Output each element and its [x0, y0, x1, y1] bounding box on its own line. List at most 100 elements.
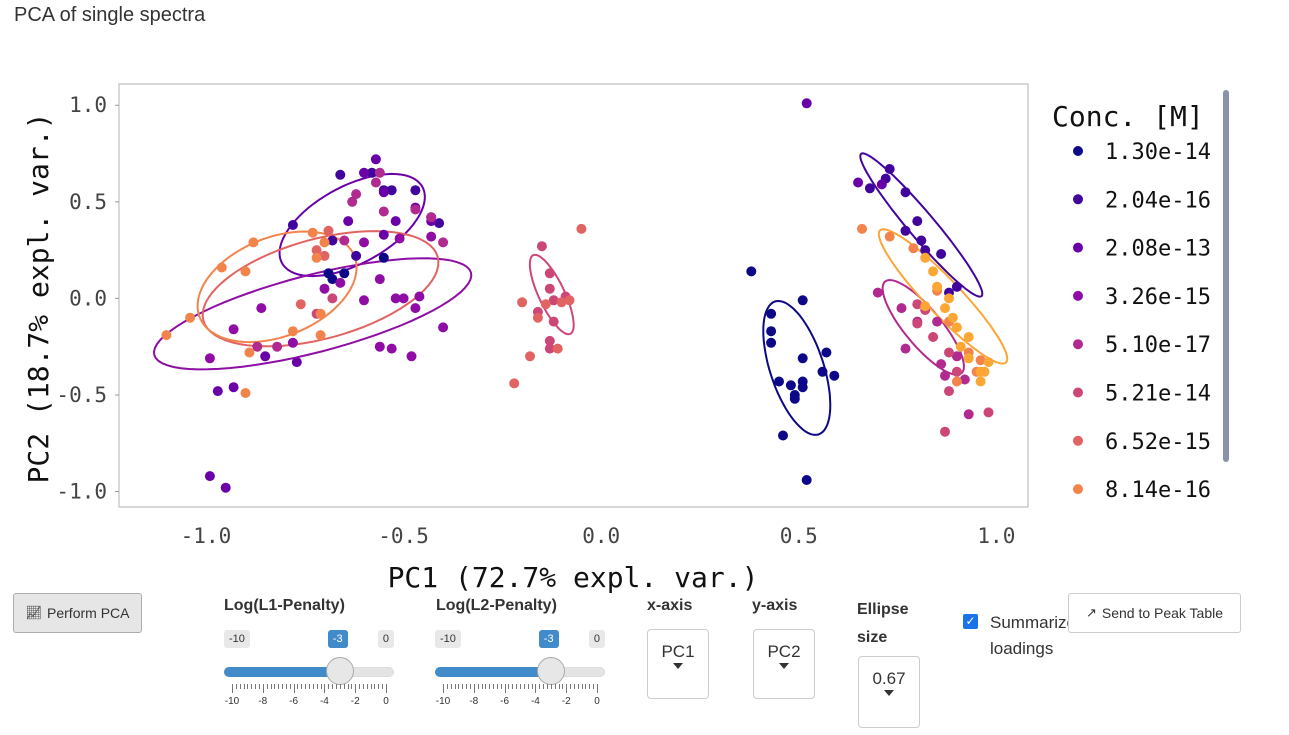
data-point[interactable]: [774, 376, 784, 387]
data-point[interactable]: [212, 386, 223, 397]
data-point[interactable]: [951, 322, 962, 333]
data-point[interactable]: [544, 283, 555, 294]
data-point[interactable]: [291, 357, 302, 368]
data-point[interactable]: [864, 183, 875, 194]
data-point[interactable]: [426, 212, 437, 223]
data-point[interactable]: [785, 380, 796, 391]
data-point[interactable]: [940, 370, 950, 381]
data-point[interactable]: [797, 295, 808, 306]
data-point[interactable]: [378, 206, 389, 217]
data-point[interactable]: [319, 237, 330, 248]
data-point[interactable]: [359, 167, 369, 178]
legend-entry[interactable]: 6.52e-15: [1105, 430, 1211, 455]
data-point[interactable]: [434, 218, 445, 229]
data-point[interactable]: [821, 347, 832, 358]
data-point[interactable]: [378, 252, 389, 263]
data-point[interactable]: [829, 370, 840, 381]
data-point[interactable]: [932, 316, 943, 327]
data-point[interactable]: [351, 250, 362, 261]
data-point[interactable]: [378, 187, 389, 198]
data-point[interactable]: [900, 187, 911, 198]
data-point[interactable]: [564, 295, 575, 306]
data-point[interactable]: [287, 220, 298, 230]
data-point[interactable]: [438, 322, 449, 333]
legend-swatch[interactable]: [1073, 435, 1083, 446]
data-point[interactable]: [414, 291, 425, 302]
data-point[interactable]: [959, 374, 970, 385]
data-point[interactable]: [951, 366, 962, 377]
data-point[interactable]: [319, 283, 330, 294]
data-point[interactable]: [220, 482, 231, 493]
data-point[interactable]: [900, 225, 911, 236]
data-point[interactable]: [979, 366, 990, 377]
legend-swatch[interactable]: [1073, 242, 1083, 253]
data-point[interactable]: [928, 266, 939, 277]
data-point[interactable]: [801, 475, 812, 485]
data-point[interactable]: [378, 229, 389, 240]
data-point[interactable]: [884, 164, 895, 174]
data-point[interactable]: [216, 262, 227, 273]
data-point[interactable]: [983, 407, 994, 418]
x-axis-select[interactable]: PC1: [647, 629, 709, 699]
data-point[interactable]: [951, 281, 962, 292]
legend-scrollbar[interactable]: [1223, 90, 1229, 462]
legend-swatch[interactable]: [1073, 146, 1083, 156]
data-point[interactable]: [766, 337, 777, 348]
data-point[interactable]: [975, 355, 986, 366]
data-point[interactable]: [944, 347, 954, 358]
data-point[interactable]: [256, 303, 267, 314]
data-point[interactable]: [576, 223, 587, 234]
data-point[interactable]: [438, 237, 449, 248]
data-point[interactable]: [410, 204, 421, 215]
data-point[interactable]: [936, 249, 947, 259]
data-point[interactable]: [426, 231, 437, 242]
data-point[interactable]: [248, 237, 259, 248]
data-point[interactable]: [872, 287, 883, 298]
data-point[interactable]: [766, 326, 777, 337]
data-point[interactable]: [947, 312, 958, 323]
data-point[interactable]: [386, 343, 397, 354]
data-point[interactable]: [359, 295, 369, 306]
data-point[interactable]: [307, 227, 318, 238]
legend-entry[interactable]: 3.26e-15: [1105, 285, 1211, 310]
data-point[interactable]: [544, 335, 555, 346]
data-point[interactable]: [746, 266, 757, 277]
data-point[interactable]: [240, 266, 251, 277]
data-point[interactable]: [390, 293, 401, 304]
data-point[interactable]: [228, 324, 239, 335]
data-point[interactable]: [272, 341, 283, 352]
data-point[interactable]: [778, 430, 788, 441]
data-point[interactable]: [525, 351, 535, 362]
data-point[interactable]: [311, 252, 322, 263]
legend-entry[interactable]: 5.10e-17: [1105, 333, 1211, 358]
data-point[interactable]: [940, 426, 950, 437]
data-point[interactable]: [955, 341, 966, 352]
data-point[interactable]: [908, 243, 919, 254]
legend-entry[interactable]: 1.30e-14: [1105, 140, 1211, 165]
data-point[interactable]: [789, 393, 800, 404]
data-point[interactable]: [916, 235, 927, 246]
data-point[interactable]: [540, 299, 551, 310]
ellipse-size-select[interactable]: 0.67: [858, 656, 920, 728]
data-point[interactable]: [912, 216, 923, 227]
data-point[interactable]: [857, 223, 867, 234]
data-point[interactable]: [327, 235, 338, 246]
legend-swatch[interactable]: [1073, 387, 1083, 398]
data-point[interactable]: [343, 216, 354, 227]
data-point[interactable]: [936, 359, 947, 370]
data-point[interactable]: [228, 382, 239, 393]
legend-entry[interactable]: 2.08e-13: [1105, 237, 1211, 262]
data-point[interactable]: [315, 330, 326, 341]
legend-swatch[interactable]: [1073, 290, 1083, 301]
data-point[interactable]: [944, 386, 954, 397]
data-point[interactable]: [536, 241, 547, 252]
data-point[interactable]: [944, 293, 954, 304]
data-point[interactable]: [351, 189, 362, 200]
data-point[interactable]: [374, 341, 385, 352]
perform-pca-button[interactable]: 📈︎ Perform PCA: [13, 593, 142, 633]
data-point[interactable]: [410, 185, 421, 196]
data-point[interactable]: [287, 326, 298, 337]
data-point[interactable]: [552, 343, 563, 354]
data-point[interactable]: [339, 235, 350, 246]
data-point[interactable]: [509, 378, 520, 389]
